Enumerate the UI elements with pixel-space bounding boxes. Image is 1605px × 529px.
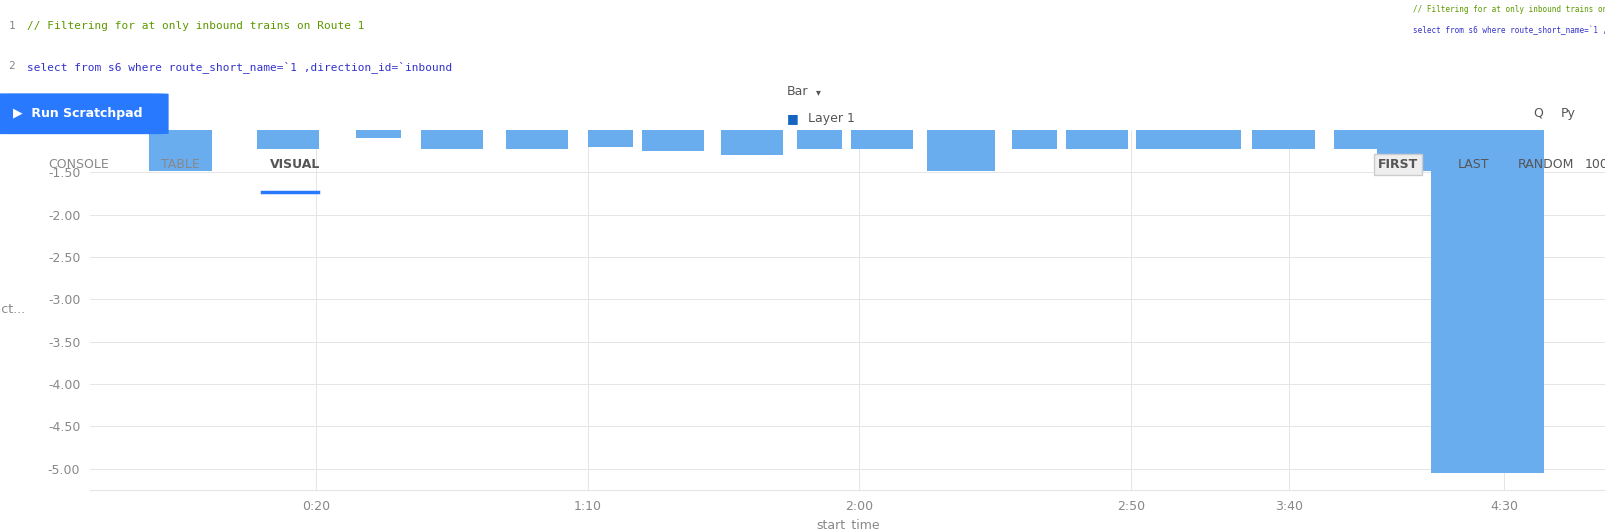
- Text: LAST: LAST: [1457, 158, 1489, 171]
- Bar: [257, 45, 319, 149]
- Bar: [1375, 45, 1438, 171]
- Text: FIRST: FIRST: [1377, 158, 1417, 171]
- Text: 1: 1: [10, 21, 29, 31]
- Text: // Filtering for at only inbound trains on Route 1: // Filtering for at only inbound trains …: [1412, 5, 1605, 14]
- Text: Layer 1: Layer 1: [807, 112, 854, 125]
- Text: CONSOLE: CONSOLE: [48, 158, 109, 171]
- Bar: [1430, 45, 1542, 473]
- Text: RANDOM: RANDOM: [1517, 158, 1573, 171]
- Bar: [356, 45, 401, 139]
- Text: select from s6 where route_short_name=`1 ,direction_id=`inbound: select from s6 where route_short_name=`1…: [1412, 25, 1605, 35]
- Bar: [640, 45, 703, 151]
- Text: select from s6 where route_short_name=`1 ,direction_id=`inbound: select from s6 where route_short_name=`1…: [27, 61, 453, 73]
- Text: ■: ■: [786, 112, 798, 125]
- Bar: [926, 45, 995, 171]
- X-axis label: start_time: start_time: [815, 518, 880, 529]
- Bar: [796, 45, 841, 149]
- Text: ▶  Run Scratchpad: ▶ Run Scratchpad: [13, 107, 143, 120]
- Text: 2: 2: [10, 61, 29, 71]
- Text: ▾: ▾: [815, 87, 820, 97]
- FancyBboxPatch shape: [0, 93, 169, 134]
- Bar: [421, 45, 483, 149]
- Text: Bar: Bar: [786, 85, 807, 98]
- Text: Py: Py: [1560, 107, 1575, 120]
- Bar: [149, 45, 212, 171]
- Bar: [1066, 45, 1127, 149]
- Text: VISUAL: VISUAL: [270, 158, 319, 171]
- Text: Q: Q: [1533, 107, 1542, 120]
- Text: 10000: 10000: [1584, 158, 1605, 171]
- Text: // Filtering for at only inbound trains on Route 1: // Filtering for at only inbound trains …: [27, 21, 364, 31]
- Bar: [506, 45, 568, 149]
- Bar: [1178, 45, 1241, 149]
- Text: TABLE: TABLE: [160, 158, 199, 171]
- Bar: [1334, 45, 1379, 149]
- Bar: [1136, 45, 1181, 149]
- Bar: [851, 45, 913, 149]
- Bar: [1252, 45, 1314, 149]
- Bar: [721, 45, 783, 156]
- Y-axis label: avg_vs_act...: avg_vs_act...: [0, 304, 26, 316]
- Bar: [1011, 45, 1056, 149]
- Bar: [587, 45, 632, 147]
